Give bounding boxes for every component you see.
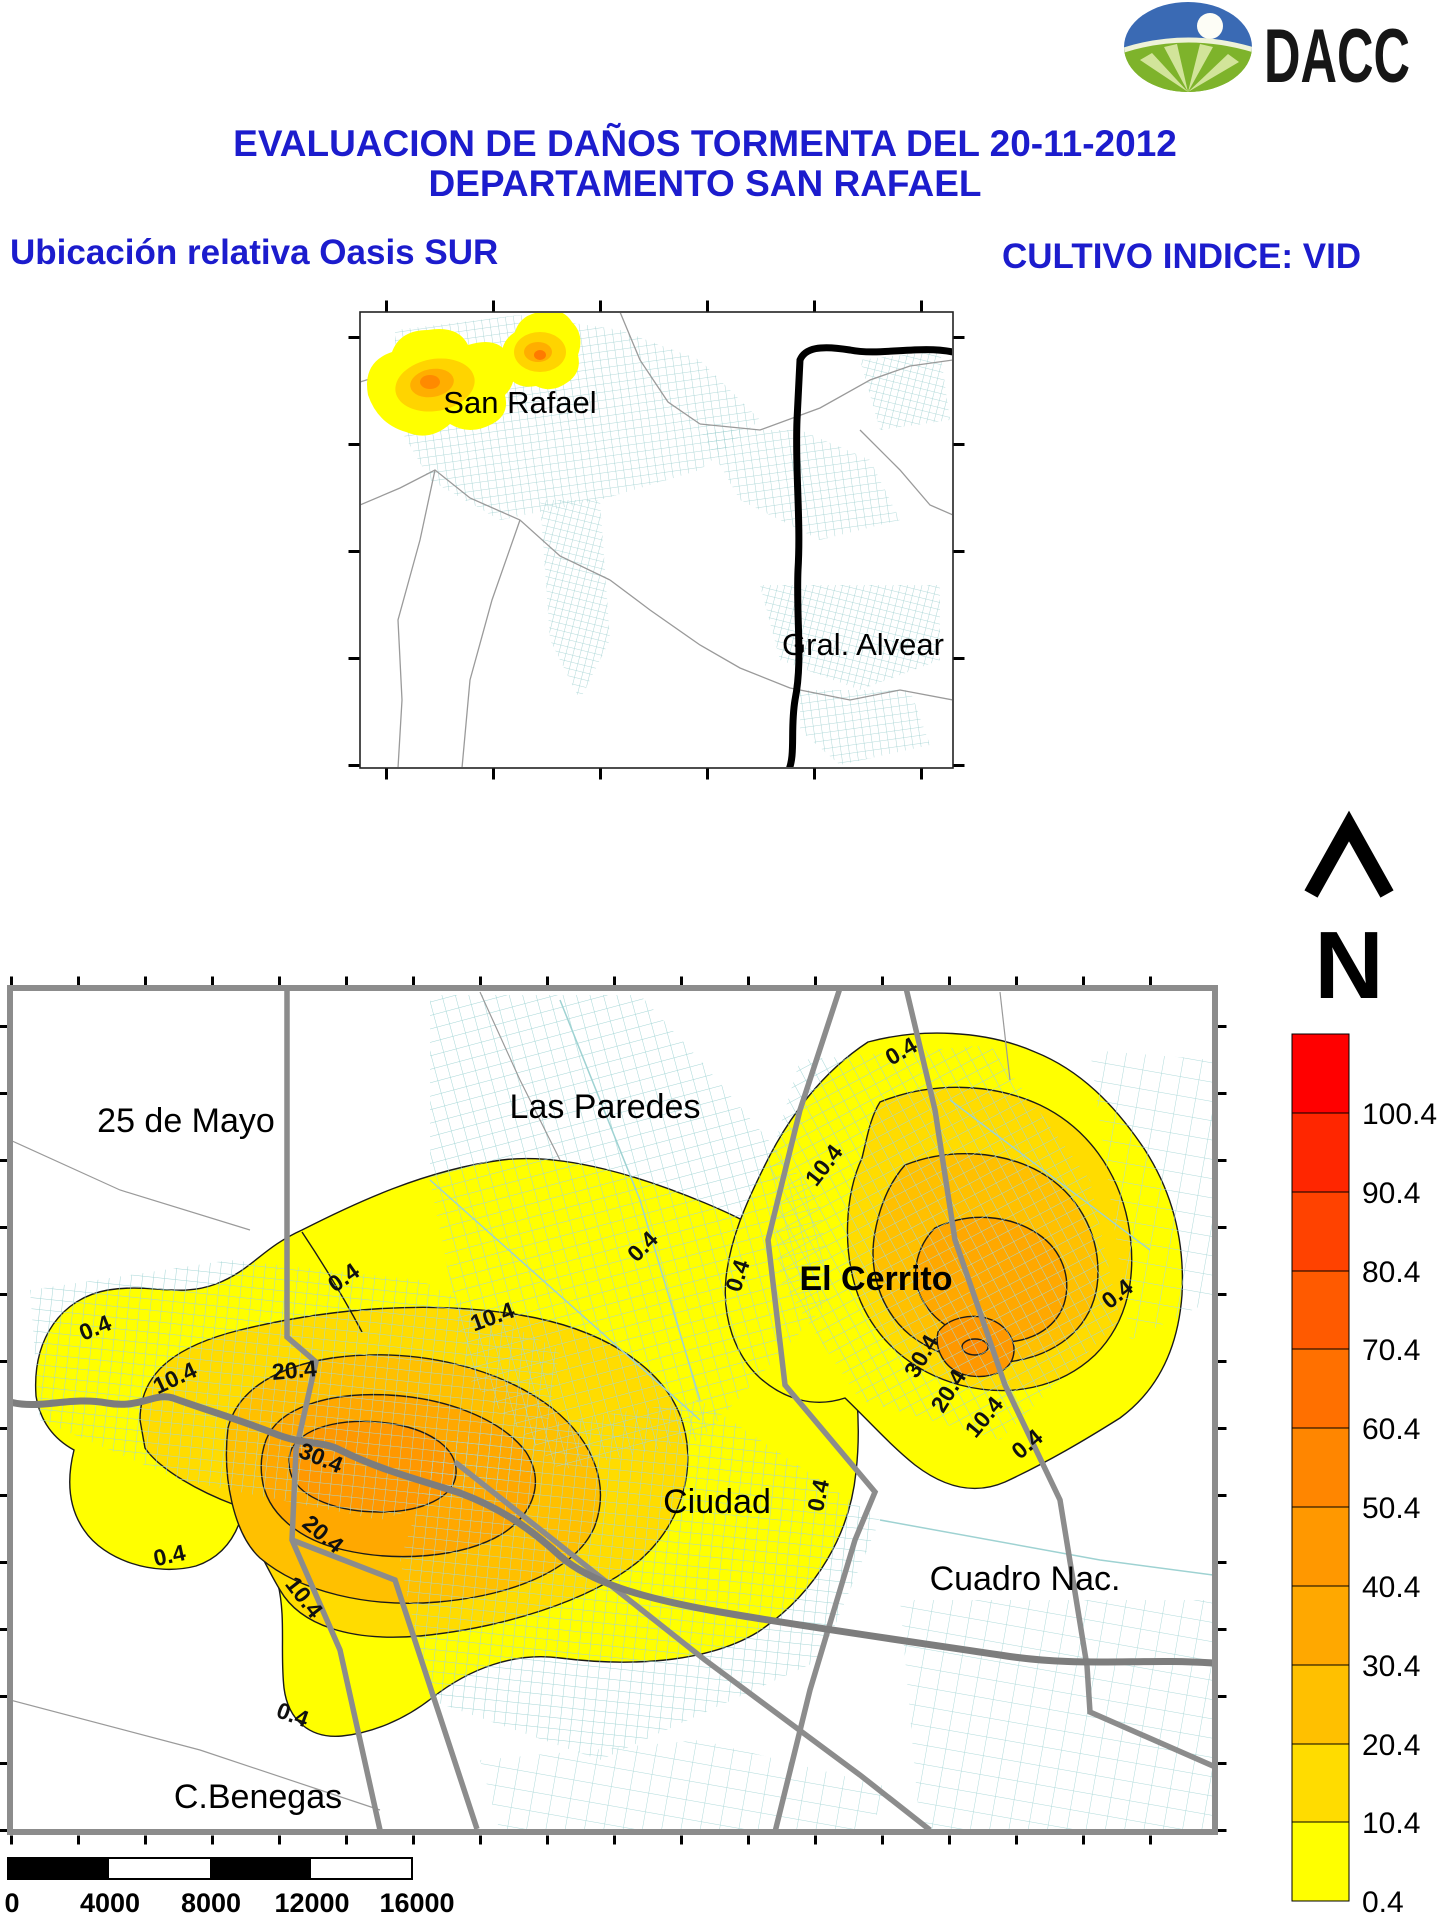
- legend-label: 0.4: [1362, 1886, 1404, 1919]
- region-label-las-paredes: Las Paredes: [510, 1088, 701, 1126]
- scale-bar-segment: [210, 1858, 311, 1879]
- main-road-lines: [429, 999, 1212, 1576]
- legend-swatch: [1291, 1112, 1350, 1193]
- legend-label: 100.4: [1362, 1098, 1437, 1131]
- legend-swatch: [1291, 1348, 1350, 1429]
- page-title-line1: EVALUACION DE DAÑOS TORMENTA DEL 20-11-2…: [233, 123, 1177, 164]
- overview-label-san-rafael: San Rafael: [443, 385, 596, 420]
- legend-label: 70.4: [1362, 1334, 1420, 1367]
- legend-label: 60.4: [1362, 1413, 1420, 1446]
- legend-swatch: [1291, 1743, 1350, 1823]
- legend-swatch: [1291, 1585, 1350, 1666]
- page-title-line2: DEPARTAMENTO SAN RAFAEL: [428, 163, 982, 204]
- main-map-frame: [7, 985, 1218, 1835]
- scale-label: 4000: [80, 1888, 140, 1918]
- region-label-ciudad: Ciudad: [663, 1483, 771, 1521]
- region-label-cuadro-nac: Cuadro Nac.: [930, 1560, 1121, 1598]
- logo-sun: [1197, 13, 1223, 39]
- scale-label: 12000: [274, 1888, 349, 1918]
- subtitle-left: Ubicación relativa Oasis SUR: [10, 233, 499, 272]
- region-label-el-cerrito: El Cerrito: [799, 1260, 952, 1298]
- legend-label: 80.4: [1362, 1256, 1420, 1289]
- scale-bar-segment: [8, 1858, 109, 1879]
- main-parcel-areas: [30, 995, 1212, 1829]
- legend-value-labels: 100.4 90.4 80.4 70.4 60.4 50.4 40.4 30.4…: [1362, 1098, 1437, 1919]
- legend-swatch: [1291, 1821, 1350, 1902]
- legend-label: 40.4: [1362, 1571, 1420, 1604]
- legend-swatch: [1291, 1033, 1350, 1114]
- contour-label: 20.4: [271, 1355, 318, 1385]
- legend-label: 90.4: [1362, 1177, 1420, 1210]
- legend-colorbar: 100.4 90.4 80.4 70.4 60.4 50.4 40.4 30.4…: [1291, 1033, 1437, 1919]
- region-label-25-de-mayo: 25 de Mayo: [97, 1102, 275, 1140]
- legend-swatch: [1291, 1427, 1350, 1508]
- main-map: 25 de Mayo Las Paredes El Cerrito Ciudad…: [0, 976, 1227, 1845]
- scale-label: 16000: [379, 1888, 454, 1918]
- legend-swatch: [1291, 1270, 1350, 1350]
- legend-swatch: [1291, 1191, 1350, 1272]
- logo-horizon: [1124, 42, 1252, 92]
- overview-damage-blob-east: [501, 313, 581, 390]
- legend-label: 30.4: [1362, 1650, 1420, 1683]
- scale-bar: 0 4000 8000 12000 16000: [4, 1857, 455, 1918]
- overview-route-line: [786, 344, 952, 767]
- overview-map-frame: [359, 311, 954, 769]
- north-arrow-icon: N: [1304, 810, 1394, 1019]
- legend-swatch: [1291, 1664, 1350, 1745]
- main-river-line: [13, 1393, 1212, 1667]
- scale-label: 0: [4, 1888, 19, 1918]
- legend-label: 20.4: [1362, 1729, 1420, 1762]
- logo-horizon-arc: [1124, 37, 1252, 53]
- overview-map: San Rafael Gral. Alvear: [348, 300, 965, 780]
- region-label-c-benegas: C.Benegas: [174, 1778, 342, 1816]
- dacc-logo-icon: DACC: [1124, 2, 1410, 99]
- north-arrow-label: N: [1314, 912, 1383, 1019]
- dacc-logo-text: DACC: [1264, 14, 1410, 99]
- logo-rays: [1140, 44, 1239, 92]
- subtitle-right: CULTIVO INDICE: VID: [1002, 237, 1362, 276]
- legend-label: 50.4: [1362, 1492, 1420, 1525]
- main-minor-boundaries: [13, 991, 1011, 1811]
- scale-label: 8000: [181, 1888, 241, 1918]
- overview-label-gral-alvear: Gral. Alvear: [782, 627, 944, 662]
- overview-boundary-lines: [361, 313, 952, 767]
- main-department-boundaries: [284, 991, 1212, 1829]
- legend-swatch: [1291, 1506, 1350, 1587]
- legend-label: 10.4: [1362, 1807, 1420, 1840]
- overview-damage-blob-west: [367, 329, 514, 436]
